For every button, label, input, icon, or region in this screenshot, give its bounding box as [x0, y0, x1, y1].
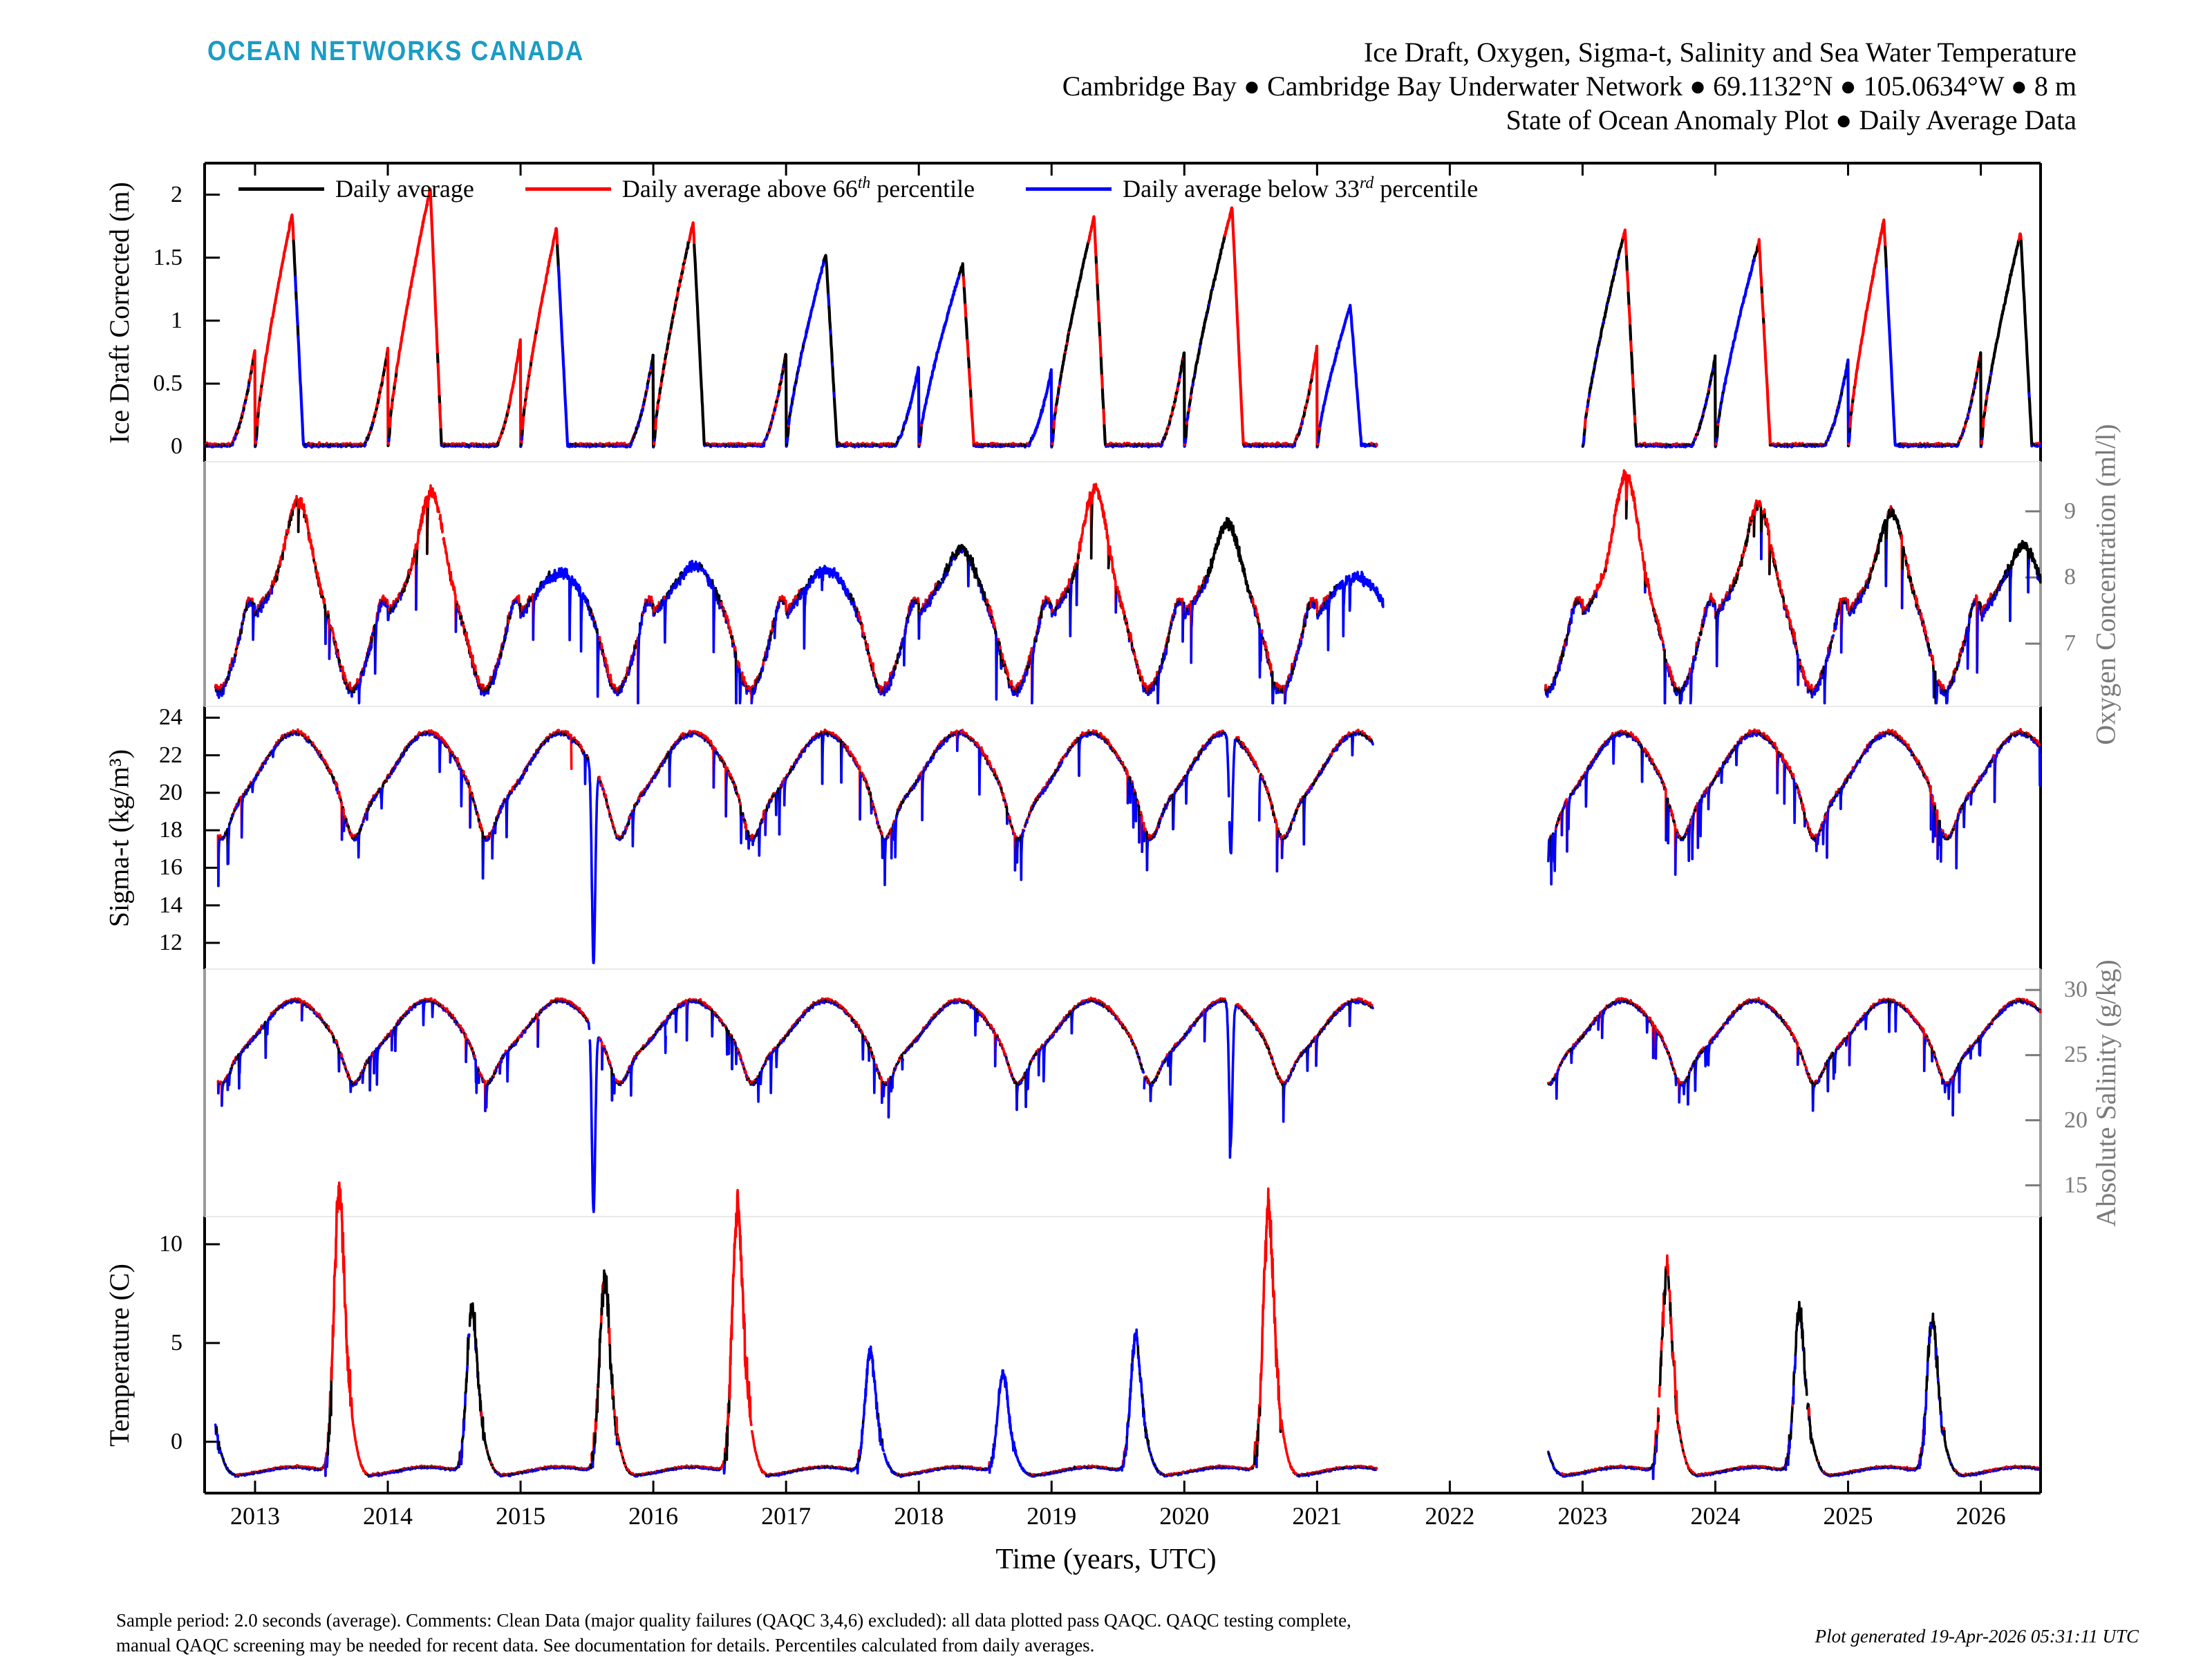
title-line-1: Ice Draft, Oxygen, Sigma-t, Salinity and…	[1363, 37, 2077, 68]
x-axis-tick-2018: 2018	[894, 1502, 944, 1530]
oxygen-y-tick-9: 9	[2064, 498, 2076, 524]
sigma-t-y-tick-22: 22	[159, 742, 182, 768]
legend-swatch-black	[238, 187, 324, 191]
ice-draft-y-tick-2: 2	[171, 181, 182, 207]
x-axis-tick-2019: 2019	[1027, 1502, 1077, 1530]
oxygen-y-tick-7: 7	[2064, 630, 2076, 657]
x-axis-tick-2013: 2013	[229, 1502, 280, 1530]
ice-draft-axis-label: Ice Draft Corrected (m)	[103, 181, 135, 444]
ice-draft-y-tick-1: 1	[171, 307, 182, 333]
footer-line-1: Sample period: 2.0 seconds (average). Co…	[116, 1610, 1351, 1631]
x-axis-tick-2023: 2023	[1557, 1502, 1608, 1530]
sigma-t-y-tick-12: 12	[159, 930, 182, 955]
footer-notes: Sample period: 2.0 seconds (average). Co…	[116, 1608, 1351, 1658]
sigma-t-y-tick-14: 14	[159, 892, 182, 918]
x-axis-tick-2026: 2026	[1956, 1502, 2006, 1530]
ice-draft-y-tick-0.5: 0.5	[153, 370, 183, 396]
legend-swatch-blue	[1026, 187, 1112, 191]
x-axis-tick-2024: 2024	[1690, 1502, 1741, 1530]
salinity-y-tick-15: 15	[2064, 1172, 2088, 1198]
legend-item-daily-average: Daily average	[238, 174, 474, 203]
legend-label-above-66th: Daily average above 66th percentile	[621, 174, 975, 203]
sigma-t-y-tick-18: 18	[159, 817, 182, 843]
salinity-y-tick-25: 25	[2064, 1042, 2088, 1068]
legend-label-daily-average: Daily average	[335, 175, 474, 203]
sigma-t-y-tick-20: 20	[159, 779, 182, 805]
x-axis-tick-2014: 2014	[363, 1502, 413, 1530]
x-axis-tick-2022: 2022	[1425, 1502, 1475, 1530]
temperature-axis-label: Temperature (C)	[103, 1263, 135, 1447]
x-axis-tick-2015: 2015	[496, 1502, 546, 1530]
legend-item-below-33rd: Daily average below 33rd percentile	[1026, 174, 1478, 203]
plot-title: Ice Draft, Oxygen, Sigma-t, Salinity and…	[1062, 36, 2077, 137]
temperature-y-tick-5: 5	[171, 1329, 182, 1356]
salinity-y-tick-20: 20	[2064, 1107, 2088, 1133]
legend-swatch-red	[525, 187, 611, 191]
footer-line-2: manual QAQC screening may be needed for …	[116, 1635, 1095, 1656]
oxygen-y-tick-8: 8	[2064, 564, 2076, 590]
salinity-y-tick-30: 30	[2064, 977, 2088, 1003]
title-line-3: State of Ocean Anomaly Plot ● Daily Aver…	[1506, 104, 2077, 135]
x-axis-tick-2016: 2016	[628, 1502, 679, 1530]
legend: Daily average Daily average above 66th p…	[238, 174, 1529, 203]
title-line-2: Cambridge Bay ● Cambridge Bay Underwater…	[1062, 70, 2077, 102]
oxygen-axis-label: Oxygen Concentration (ml/l)	[2090, 423, 2121, 745]
x-axis-tick-2021: 2021	[1292, 1502, 1342, 1530]
sigma-t-axis-label: Sigma-t (kg/m³)	[103, 749, 135, 927]
x-axis-label: Time (years, UTC)	[995, 1544, 1217, 1575]
legend-item-above-66th: Daily average above 66th percentile	[525, 174, 975, 203]
x-axis-tick-2017: 2017	[761, 1502, 812, 1530]
temperature-y-tick-10: 10	[159, 1231, 182, 1257]
legend-label-below-33rd: Daily average below 33rd percentile	[1123, 174, 1479, 203]
x-axis-tick-2020: 2020	[1159, 1502, 1210, 1530]
x-axis-tick-2025: 2025	[1823, 1502, 1873, 1530]
sigma-t-y-tick-16: 16	[159, 854, 182, 881]
sigma-t-y-tick-24: 24	[159, 704, 182, 731]
ocean-networks-canada-logo: OCEAN NETWORKS CANADA	[207, 36, 585, 66]
absolute-salinity-axis-label: Absolute Salinity (g/kg)	[2090, 959, 2121, 1227]
plot-generated-timestamp: Plot generated 19-Apr-2026 05:31:11 UTC	[1815, 1626, 2139, 1647]
ice-draft-y-tick-0: 0	[171, 433, 182, 460]
ice-draft-y-tick-1.5: 1.5	[153, 244, 183, 270]
temperature-y-tick-0: 0	[171, 1428, 182, 1454]
